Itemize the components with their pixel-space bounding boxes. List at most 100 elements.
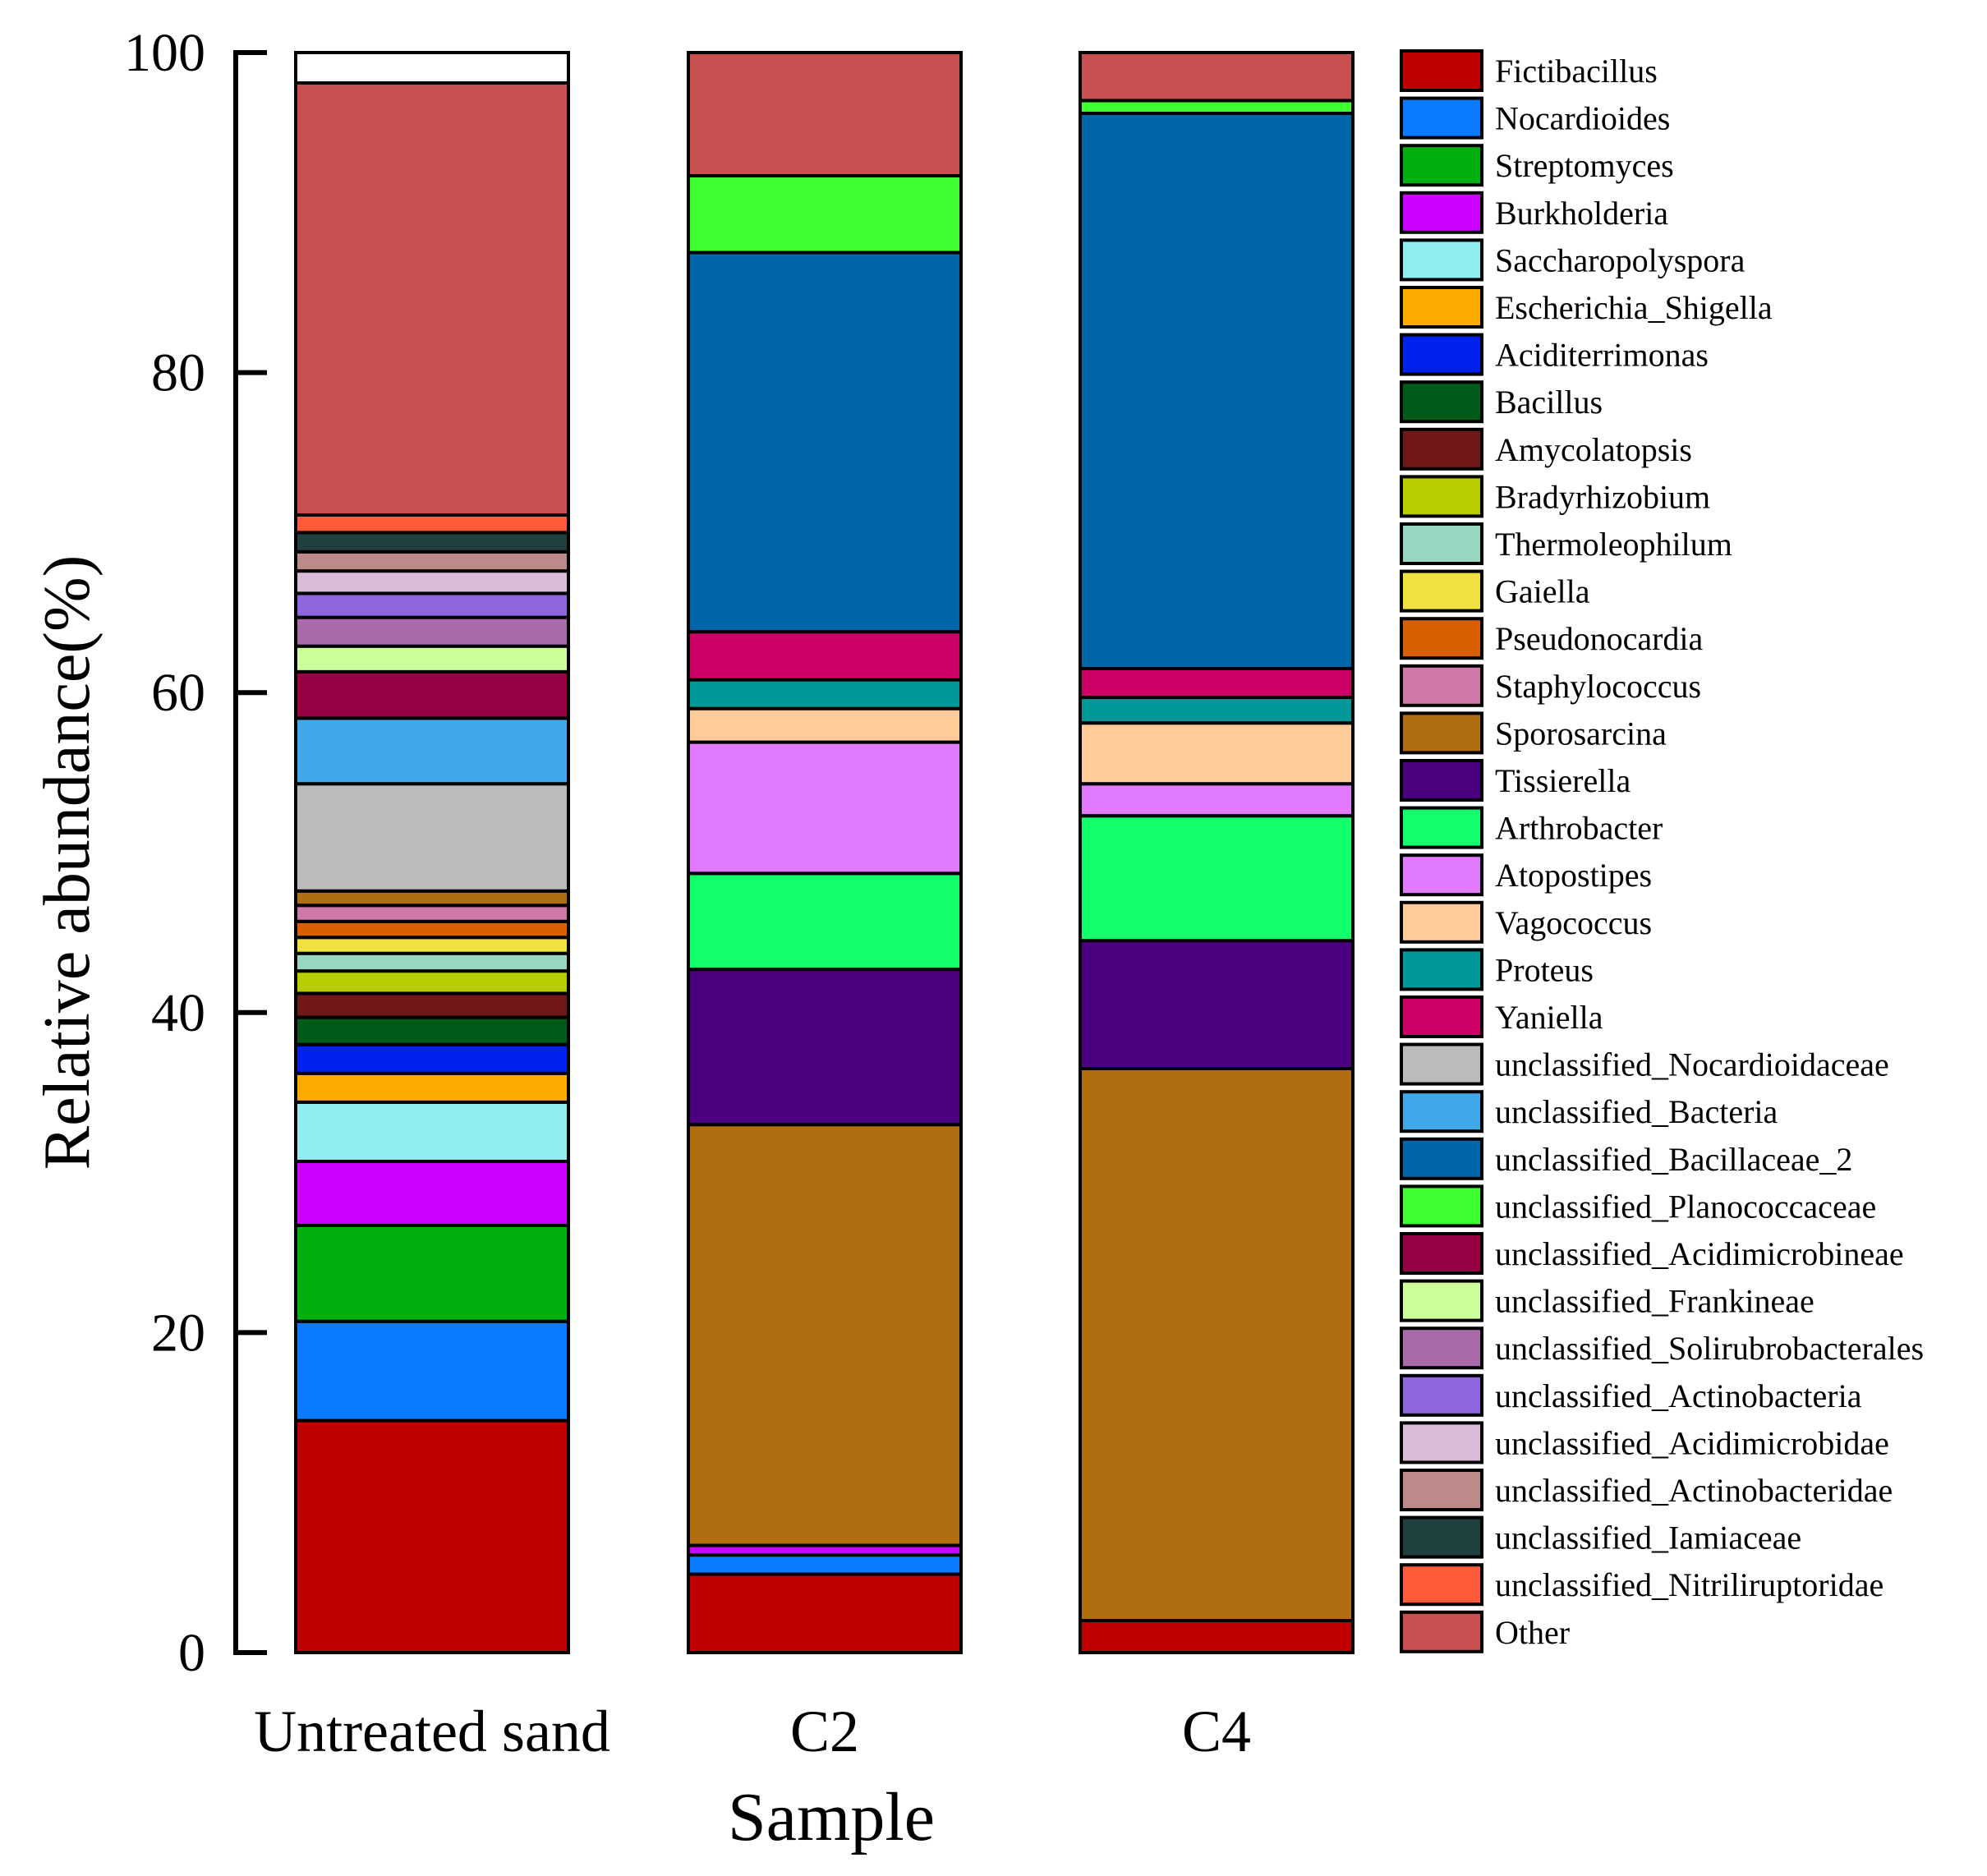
bar-segment-c4-other [1079, 51, 1355, 103]
legend-label-vagococcus: Vagococcus [1495, 904, 1652, 941]
bar-segment-c2-tissierella [687, 968, 963, 1127]
legend-swatch-unclassified-nocardioidaceae [1400, 1042, 1483, 1086]
y-tick-label-60: 60 [151, 663, 205, 723]
legend-swatch-nocardioides [1400, 96, 1483, 140]
y-tick-label-0: 0 [178, 1623, 205, 1683]
legend-label-aciditerrimonas: Aciditerrimonas [1495, 337, 1709, 374]
legend-swatch-unclassified-actinobacteridae [1400, 1469, 1483, 1511]
x-tick-label-c4: C4 [1182, 1699, 1251, 1764]
legend-label-tissierella: Tissierella [1495, 762, 1631, 799]
legend-swatch-unclassified-bacillaceae-2 [1400, 1137, 1483, 1180]
legend-label-escherichia-shigella: Escherichia_Shigella [1495, 289, 1773, 326]
legend-label-atopostipes: Atopostipes [1495, 857, 1652, 894]
legend-label-proteus: Proteus [1495, 951, 1594, 988]
legend-label-bradyrhizobium: Bradyrhizobium [1495, 478, 1710, 515]
bar-segment-untreated-sand-unclassified-frankineae [294, 644, 570, 674]
legend-swatch-vagococcus [1400, 900, 1483, 944]
legend-label-unclassified-acidimicrobineae: unclassified_Acidimicrobineae [1495, 1235, 1904, 1272]
legend-label-unclassified-bacillaceae-2: unclassified_Bacillaceae_2 [1495, 1141, 1852, 1178]
legend-swatch-bacillus [1400, 380, 1483, 424]
bar-segment-untreated-sand-unclassified-actinobacteridae [294, 549, 570, 573]
legend-swatch-atopostipes [1400, 853, 1483, 897]
legend-label-unclassified-actinobacteridae: unclassified_Actinobacteridae [1495, 1472, 1893, 1509]
bar-segment-c2-vagococcus [687, 706, 963, 744]
x-tick-label-untreated-sand: Untreated sand [254, 1699, 610, 1764]
legend-swatch-yaniella [1400, 995, 1483, 1038]
bar-segment-c2-fictibacillus [687, 1572, 963, 1654]
legend-swatch-amycolatopsis [1400, 427, 1483, 471]
legend-swatch-escherichia-shigella [1400, 286, 1483, 329]
legend-swatch-other [1400, 1610, 1483, 1653]
legend: Fictibacillus Nocardioides Streptomyces Bur… [1400, 49, 1924, 1653]
legend-label-unclassified-planococcaceae: unclassified_Planococcaceae [1495, 1188, 1876, 1225]
bar-segment-untreated-sand-amycolatopsis [294, 991, 570, 1019]
bar-outline-c2 [687, 51, 963, 1654]
y-tick-label-40: 40 [151, 983, 205, 1043]
legend-swatch-fictibacillus [1400, 49, 1483, 92]
x-category-labels: Untreated sand C2 C4 [254, 1699, 1251, 1764]
legend-swatch-unclassified-solirubrobacterales [1400, 1327, 1483, 1370]
legend-swatch-arthrobacter [1400, 806, 1483, 849]
legend-label-sporosarcina: Sporosarcina [1495, 715, 1667, 752]
bar-segments [294, 51, 1355, 1655]
bar-segment-untreated-sand-saccharopolyspora [294, 1100, 570, 1163]
legend-swatch-gaiella [1400, 569, 1483, 613]
legend-label-nocardioides: Nocardioides [1495, 100, 1670, 137]
legend-label-saccharopolyspora: Saccharopolyspora [1495, 241, 1746, 278]
bar-segment-c4-atopostipes [1079, 782, 1355, 818]
bar-segment-untreated-sand-other [294, 81, 570, 517]
legend-swatch-proteus [1400, 948, 1483, 991]
bar-segment-c2-atopostipes [687, 740, 963, 876]
bar-segment-untreated-sand-gaiella [294, 936, 570, 955]
bar-outline-untreated-sand [294, 51, 570, 1654]
bar-segment-c2-unclassified-planococcaceae [687, 173, 963, 255]
bar-segment-untreated-sand-unclassified-bacteria [294, 716, 570, 786]
legend-label-unclassified-iamiaceae: unclassified_Iamiaceae [1495, 1520, 1801, 1556]
legend-swatch-unclassified-actinobacteria [1400, 1373, 1483, 1417]
legend-swatch-thermoleophilum [1400, 522, 1483, 565]
legend-label-arthrobacter: Arthrobacter [1495, 810, 1663, 847]
bar-segment-c2-sporosarcina [687, 1123, 963, 1547]
bar-segment-c2-unclassified-bacillaceae-2 [687, 251, 963, 634]
legend-swatch-unclassified-iamiaceae [1400, 1515, 1483, 1559]
bar-segment-c2-nocardioides [687, 1553, 963, 1576]
legend-label-unclassified-nitriliruptoridae: unclassified_Nitriliruptoridae [1495, 1566, 1884, 1603]
legend-label-streptomyces: Streptomyces [1495, 147, 1674, 184]
bar-segment-untreated-sand-bacillus [294, 1015, 570, 1046]
legend-label-pseudonocardia: Pseudonocardia [1495, 620, 1704, 657]
legend-label-unclassified-actinobacteria: unclassified_Actinobacteria [1495, 1377, 1862, 1414]
bar-segment-untreated-sand-nocardioides [294, 1319, 570, 1423]
legend-swatch-unclassified-acidimicrobidae [1400, 1421, 1483, 1464]
bar-segment-c4-vagococcus [1079, 721, 1355, 786]
bar-segment-untreated-sand-unclassified-iamiaceae [294, 531, 570, 554]
legend-label-amycolatopsis: Amycolatopsis [1495, 431, 1692, 468]
legend-label-unclassified-solirubrobacterales: unclassified_Solirubrobacterales [1495, 1330, 1924, 1367]
legend-label-unclassified-nocardioidaceae: unclassified_Nocardioidaceae [1495, 1046, 1889, 1083]
legend-label-gaiella: Gaiella [1495, 573, 1590, 610]
legend-label-fictibacillus: Fictibacillus [1495, 53, 1658, 90]
bar-segment-untreated-sand-aciditerrimonas [294, 1042, 570, 1075]
legend-label-yaniella: Yaniella [1495, 999, 1603, 1036]
legend-swatch-unclassified-acidimicrobineae [1400, 1232, 1483, 1275]
bar-segment-untreated-sand-unclassified-nitriliruptoridae [294, 513, 570, 535]
legend-swatch-saccharopolyspora [1400, 238, 1483, 282]
bar-segment-c4-sporosarcina [1079, 1066, 1355, 1623]
bar-segment-c4-proteus [1079, 696, 1355, 725]
legend-label-bacillus: Bacillus [1495, 384, 1603, 421]
y-axis: 0 20 40 60 80 100 [124, 23, 267, 1683]
bar-segment-untreated-sand-unclassified-solirubrobacterales [294, 615, 570, 648]
y-tick-label-20: 20 [151, 1303, 205, 1363]
bar-segment-untreated-sand-unclassified-acidimicrobineae [294, 669, 570, 720]
x-tick-label-c2: C2 [790, 1699, 859, 1764]
bar-segment-untreated-sand-bradyrhizobium [294, 969, 570, 995]
legend-swatch-bradyrhizobium [1400, 475, 1483, 518]
bar-segment-c2-yaniella [687, 630, 963, 682]
bar-segment-c4-tissierella [1079, 939, 1355, 1070]
legend-swatch-aciditerrimonas [1400, 333, 1483, 376]
bar-segment-untreated-sand-staphylococcus [294, 904, 570, 923]
bar-segment-untreated-sand-pseudonocardia [294, 919, 570, 940]
bar-outline-c4 [1079, 51, 1355, 1654]
y-tick-label-80: 80 [151, 343, 205, 403]
bar-segment-untreated-sand-unclassified-acidimicrobidae [294, 569, 570, 595]
